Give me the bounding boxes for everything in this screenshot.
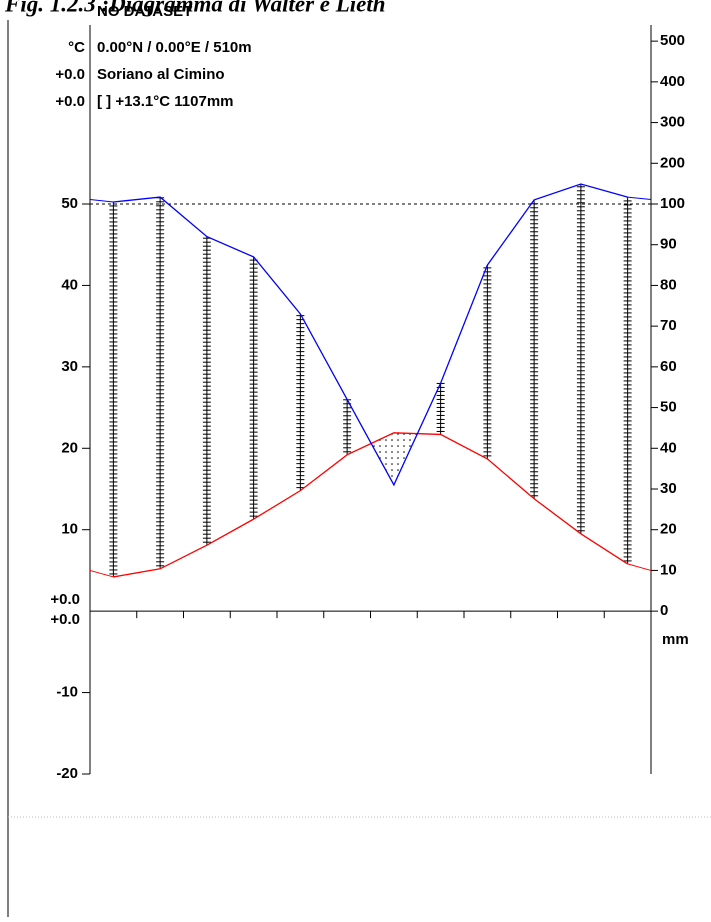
y2-tick-label: 100: [660, 195, 685, 212]
y-tick-label: 50: [61, 195, 78, 212]
y-tick-label: 40: [61, 276, 78, 293]
temp-unit: °C: [68, 39, 85, 56]
y2-tick-label: 70: [660, 317, 677, 334]
y2-tick-label: 300: [660, 114, 685, 131]
chart-title: Fig. 1.2.3 :Diagramma di Walter e Lieth: [4, 0, 386, 16]
line-edge: [627, 563, 652, 571]
y-tick-label: 20: [61, 439, 78, 456]
temperature-line: [113, 432, 628, 578]
y-tick-label: -20: [56, 765, 78, 782]
precip-unit: mm: [662, 631, 689, 648]
extreme-label: +0.0: [55, 93, 85, 110]
y2-tick-label: 40: [660, 439, 677, 456]
line-edge: [89, 199, 114, 203]
line-edge: [89, 569, 114, 578]
extreme-label: +0.0: [55, 66, 85, 83]
y2-tick-label: 60: [660, 358, 677, 375]
y2-tick-label: 400: [660, 73, 685, 90]
zero-label: +0.0: [50, 591, 80, 608]
y2-tick-label: 50: [660, 399, 677, 416]
y2-tick-label: 10: [660, 561, 677, 578]
y-tick-label: 30: [61, 358, 78, 375]
zero-label: +0.0: [50, 611, 80, 628]
station: Soriano al Cimino: [97, 66, 225, 83]
y2-tick-label: 80: [660, 276, 677, 293]
y-tick-label: 10: [61, 521, 78, 538]
y2-tick-label: 90: [660, 236, 677, 253]
summary: [ ] +13.1°C 1107mm: [97, 93, 234, 110]
y2-tick-label: 20: [660, 521, 677, 538]
arid-area: [90, 432, 651, 485]
y-tick-label: -10: [56, 684, 78, 701]
line-edge: [627, 196, 652, 201]
y2-tick-label: 0: [660, 602, 668, 619]
dataset: NO DATASET: [97, 3, 192, 20]
y2-tick-label: 500: [660, 32, 685, 49]
y2-tick-label: 30: [660, 480, 677, 497]
y2-tick-label: 200: [660, 154, 685, 171]
precipitation-line: [113, 183, 628, 487]
location: 0.00°N / 0.00°E / 510m: [97, 39, 252, 56]
